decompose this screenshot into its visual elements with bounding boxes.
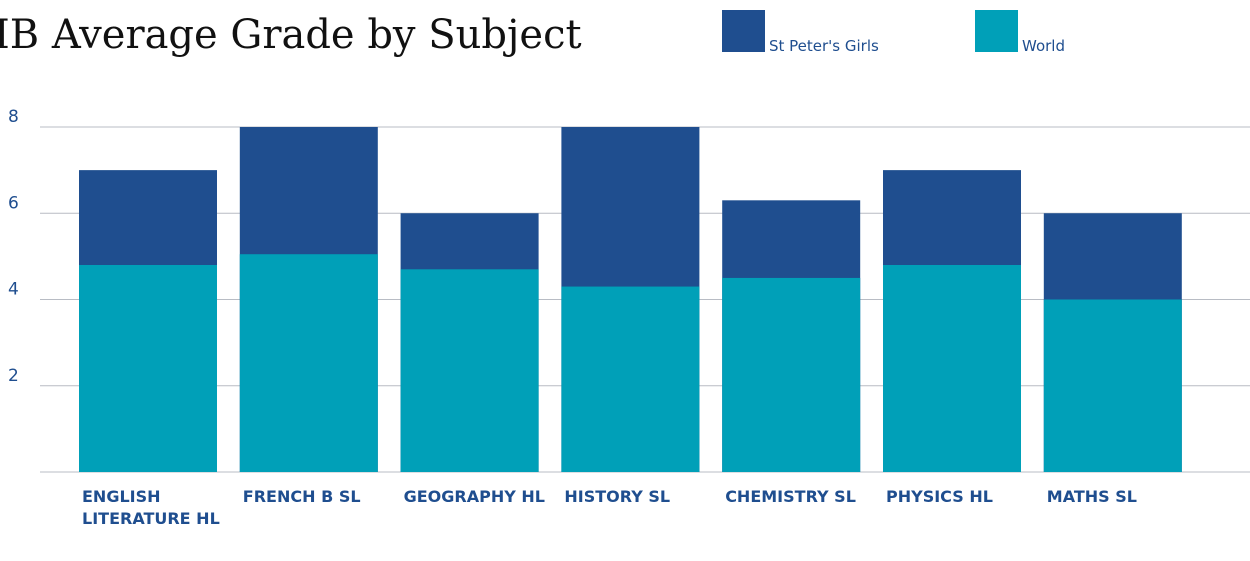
x-tick-label: CHEMISTRY SL (725, 487, 856, 506)
chart-title: IB Average Grade by Subject (0, 12, 582, 58)
bar (1043, 299, 1182, 472)
x-tick-label: PHYSICS HL (886, 487, 993, 506)
legend-swatch (975, 10, 1018, 52)
bar (400, 269, 539, 472)
y-tick-label: 8 (8, 107, 19, 127)
y-tick-label: 2 (8, 366, 19, 386)
legend-swatch (722, 10, 765, 52)
bar (722, 277, 861, 472)
bar (79, 265, 217, 472)
legend-label: St Peter's Girls (769, 37, 879, 55)
y-tick-label: 4 (8, 280, 19, 300)
bar (239, 254, 378, 472)
bar (561, 286, 700, 472)
y-tick-label: 6 (8, 193, 19, 213)
x-tick-label: GEOGRAPHY HL (403, 487, 545, 506)
x-tick-label: ENGLISH LITERATURE HL (82, 487, 220, 528)
x-tick-label: MATHS SL (1046, 487, 1137, 506)
bar (883, 265, 1021, 472)
x-tick-label: FRENCH B SL (242, 487, 361, 506)
legend-label: World (1022, 37, 1065, 55)
x-tick-label: HISTORY SL (564, 487, 671, 506)
